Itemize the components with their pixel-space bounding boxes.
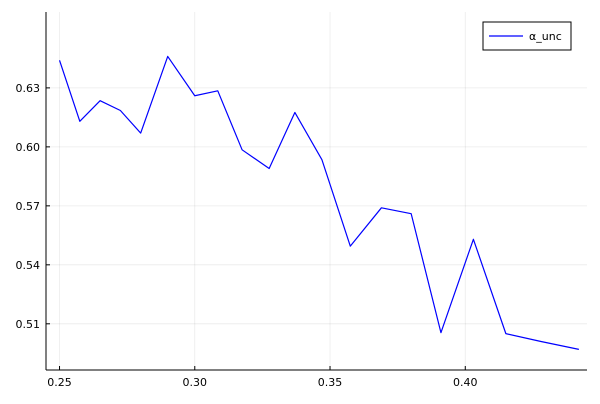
series-layer — [60, 56, 579, 349]
ticks-layer: 0.25 0.30 0.35 0.40 0.51 0.54 0.57 0.60 0.63 — [16, 82, 478, 389]
legend: α_unc — [483, 22, 571, 50]
y-tick-label: 0.63 — [16, 82, 41, 95]
axes-layer — [46, 12, 587, 370]
legend-label: α_unc — [529, 30, 562, 43]
y-tick-label: 0.60 — [16, 141, 41, 154]
x-tick-label: 0.25 — [47, 376, 72, 389]
x-tick-label: 0.30 — [183, 376, 208, 389]
x-tick-label: 0.35 — [318, 376, 343, 389]
series-line — [60, 56, 579, 349]
y-tick-label: 0.54 — [16, 259, 41, 272]
grid-layer — [46, 12, 587, 370]
y-tick-label: 0.57 — [16, 200, 41, 213]
x-tick-label: 0.40 — [453, 376, 478, 389]
y-tick-label: 0.51 — [16, 318, 41, 331]
